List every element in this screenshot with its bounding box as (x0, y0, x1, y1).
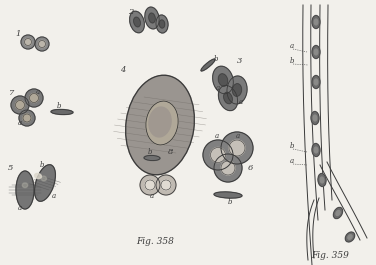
Ellipse shape (314, 49, 318, 55)
Text: a: a (215, 132, 219, 140)
Ellipse shape (312, 144, 320, 157)
Text: 6: 6 (248, 164, 253, 172)
Text: b: b (40, 161, 44, 169)
Ellipse shape (311, 112, 319, 125)
Text: b: b (290, 57, 294, 65)
Ellipse shape (38, 41, 45, 47)
Ellipse shape (345, 232, 355, 242)
Ellipse shape (227, 76, 247, 104)
Ellipse shape (232, 84, 241, 96)
Ellipse shape (16, 171, 34, 209)
Ellipse shape (334, 207, 343, 219)
Ellipse shape (312, 46, 320, 59)
Ellipse shape (336, 210, 340, 215)
Ellipse shape (201, 59, 215, 71)
Ellipse shape (320, 177, 324, 183)
Text: 1: 1 (15, 30, 20, 38)
Text: b: b (214, 55, 218, 63)
Ellipse shape (24, 38, 32, 46)
Ellipse shape (229, 140, 245, 156)
Text: a: a (52, 192, 56, 200)
Ellipse shape (211, 148, 226, 162)
Ellipse shape (213, 66, 233, 94)
Text: 4: 4 (120, 66, 125, 74)
Ellipse shape (144, 156, 160, 161)
Ellipse shape (218, 85, 238, 111)
Text: a: a (18, 119, 22, 127)
Ellipse shape (22, 183, 28, 188)
Text: 5: 5 (8, 164, 14, 172)
Ellipse shape (149, 13, 155, 23)
Ellipse shape (11, 96, 29, 114)
Text: b: b (57, 102, 62, 110)
Text: Fig. 358: Fig. 358 (136, 237, 174, 246)
Ellipse shape (314, 19, 318, 25)
Text: a: a (150, 192, 154, 200)
Ellipse shape (161, 180, 171, 190)
Text: Fig. 359: Fig. 359 (311, 251, 349, 260)
Text: a: a (18, 204, 22, 212)
Ellipse shape (51, 109, 73, 114)
Ellipse shape (318, 174, 326, 187)
Ellipse shape (159, 20, 165, 28)
Ellipse shape (146, 101, 178, 145)
Ellipse shape (126, 75, 194, 175)
Text: a: a (239, 98, 243, 106)
Ellipse shape (313, 115, 317, 121)
Ellipse shape (156, 175, 176, 195)
Text: a: a (236, 132, 240, 140)
Text: 7: 7 (9, 89, 14, 97)
Ellipse shape (221, 132, 253, 164)
Ellipse shape (218, 74, 227, 86)
Ellipse shape (29, 94, 38, 103)
Ellipse shape (35, 173, 41, 179)
Ellipse shape (21, 35, 35, 49)
Text: 2: 2 (128, 8, 133, 16)
Ellipse shape (134, 17, 140, 27)
Ellipse shape (214, 192, 242, 198)
Text: b: b (148, 148, 153, 156)
Ellipse shape (35, 165, 55, 201)
Ellipse shape (25, 89, 43, 107)
Text: a: a (216, 84, 220, 92)
Ellipse shape (41, 176, 47, 181)
Ellipse shape (314, 79, 318, 85)
Ellipse shape (140, 175, 160, 195)
Ellipse shape (15, 100, 24, 109)
Ellipse shape (314, 147, 318, 153)
Ellipse shape (312, 15, 320, 29)
Text: b: b (228, 198, 232, 206)
Ellipse shape (23, 114, 31, 122)
Ellipse shape (149, 107, 171, 137)
Ellipse shape (312, 76, 320, 89)
Ellipse shape (130, 11, 144, 33)
Text: a: a (290, 42, 294, 50)
Text: 3: 3 (237, 57, 243, 65)
Ellipse shape (203, 140, 233, 170)
Ellipse shape (348, 235, 352, 239)
Ellipse shape (221, 161, 235, 175)
Text: b: b (290, 142, 294, 150)
Ellipse shape (35, 37, 49, 51)
Text: a: a (290, 157, 294, 165)
Ellipse shape (214, 154, 242, 182)
Text: 8: 8 (168, 148, 173, 156)
Ellipse shape (145, 180, 155, 190)
Ellipse shape (224, 92, 232, 104)
Ellipse shape (156, 15, 168, 33)
Ellipse shape (145, 7, 159, 29)
Text: a: a (36, 88, 40, 96)
Ellipse shape (19, 110, 35, 126)
